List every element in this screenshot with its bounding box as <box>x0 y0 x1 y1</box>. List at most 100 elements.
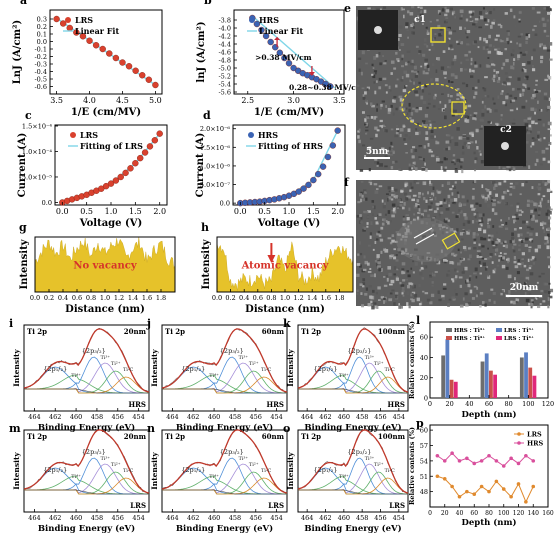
tem-texture <box>476 211 479 214</box>
tem-texture <box>405 107 408 110</box>
peak-label: Ti⁴⁺ <box>71 373 81 379</box>
tem-texture <box>393 193 396 196</box>
tem-texture <box>385 129 388 133</box>
tem-texture <box>476 250 481 253</box>
x-tick-label: 454 <box>393 413 405 421</box>
tem-texture <box>491 241 495 245</box>
x-tick-label: 0 <box>428 400 432 408</box>
y-tick-label: -5.4 <box>218 81 231 89</box>
tem-texture <box>443 219 448 223</box>
tem-texture <box>506 82 511 86</box>
data-point <box>145 76 153 83</box>
tem-texture <box>549 190 553 194</box>
tem-texture <box>368 181 371 184</box>
tem-texture <box>366 222 369 225</box>
tem-texture <box>410 148 413 153</box>
tem-texture <box>528 265 533 267</box>
tem-texture <box>408 163 411 167</box>
tem-texture <box>369 137 374 140</box>
tem-texture <box>507 274 512 279</box>
fit-component <box>162 477 288 495</box>
tem-texture <box>397 109 402 113</box>
tem-texture <box>390 141 393 145</box>
data-point <box>334 127 341 134</box>
tem-texture <box>424 124 428 128</box>
tem-texture <box>530 227 534 231</box>
depth-label: 20nm <box>124 432 147 441</box>
tem-texture <box>416 72 419 76</box>
tem-texture <box>462 245 467 250</box>
tem-texture <box>530 299 534 302</box>
data-point <box>315 170 322 178</box>
tem-texture <box>530 209 534 214</box>
tem-texture <box>410 62 414 66</box>
tem-texture <box>384 155 388 158</box>
tem-texture <box>415 122 420 125</box>
tem-texture <box>383 247 387 252</box>
tem-texture <box>534 108 537 112</box>
tem-texture <box>381 147 385 150</box>
tem-texture <box>388 190 391 193</box>
tem-texture <box>408 282 413 285</box>
data-point <box>132 160 139 167</box>
tem-texture <box>391 229 396 232</box>
tem-texture <box>375 263 379 267</box>
tem-texture <box>501 90 504 93</box>
tem-texture <box>383 300 385 304</box>
tem-texture <box>543 7 547 10</box>
tem-texture <box>424 113 429 118</box>
tem-texture <box>523 264 527 268</box>
x-tick-label: 456 <box>112 514 124 522</box>
tem-texture <box>484 105 487 109</box>
tem-texture <box>451 211 455 214</box>
tem-texture <box>430 154 435 158</box>
tem-texture <box>525 129 529 133</box>
tem-texture <box>403 202 406 206</box>
tem-texture <box>529 272 534 276</box>
tem-texture <box>367 270 372 273</box>
tem-texture <box>528 126 533 131</box>
tem-texture <box>456 158 460 162</box>
tem-texture <box>495 193 499 197</box>
tem-texture <box>546 49 551 52</box>
tem-texture <box>424 265 428 269</box>
peak-label: Ti²⁺ <box>249 462 259 468</box>
tem-texture <box>418 283 421 288</box>
tem-texture <box>463 68 468 71</box>
tem-texture <box>539 60 543 64</box>
tem-texture <box>511 282 514 285</box>
data-point <box>295 188 302 195</box>
tem-texture <box>399 98 403 102</box>
tem-texture <box>361 304 365 308</box>
tem-texture <box>399 305 403 309</box>
tem-texture <box>415 16 419 20</box>
legend-marker <box>248 132 254 138</box>
tem-texture <box>411 59 414 63</box>
tem-texture <box>479 223 483 226</box>
tem-texture <box>531 137 535 140</box>
tem-texture <box>385 193 389 195</box>
tem-texture <box>404 62 408 66</box>
data-point <box>151 137 159 144</box>
background-line <box>298 489 408 495</box>
tem-texture <box>477 293 479 297</box>
x-tick-label: 100 <box>498 510 510 517</box>
tem-texture <box>532 48 536 52</box>
tem-texture <box>500 242 504 245</box>
tem-texture <box>419 131 421 135</box>
tem-texture <box>377 299 381 301</box>
tem-texture <box>435 140 438 145</box>
tem-texture <box>447 38 450 42</box>
fit-component <box>24 477 150 495</box>
tem-texture <box>474 18 479 21</box>
tem-texture <box>365 62 368 65</box>
tem-texture <box>459 259 463 263</box>
tem-texture <box>539 138 542 142</box>
tem-texture <box>526 268 530 272</box>
tem-texture <box>537 131 540 134</box>
tem-texture <box>400 102 404 105</box>
tem-texture <box>532 201 535 203</box>
bar <box>445 339 450 398</box>
data-point <box>319 163 327 170</box>
